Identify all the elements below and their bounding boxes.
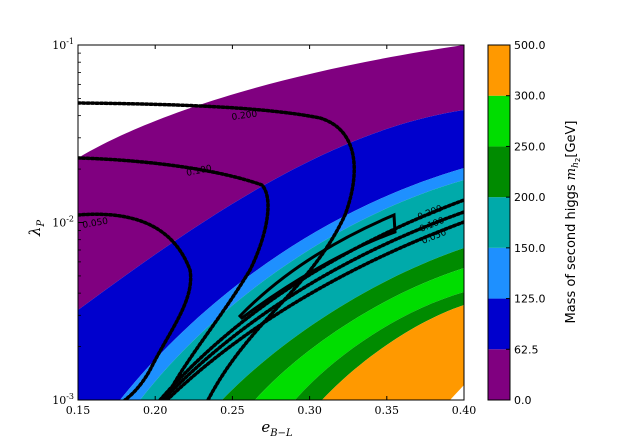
y-tick-label: 10-2 <box>52 215 74 230</box>
band-brightgreen <box>255 268 464 400</box>
contour-0100-right <box>161 210 464 400</box>
y-tick-label: 10-3 <box>52 392 74 407</box>
colorbar: 0.0 62.5 125.0 150.0 200.0 250.0 300.0 500.0 <box>487 39 546 407</box>
contour-0050-right <box>165 220 464 400</box>
band-purple <box>78 45 464 310</box>
colorbar-segment <box>488 349 510 400</box>
x-axis-label: eB−L <box>261 418 293 439</box>
colorbar-tick-label: 62.5 <box>514 343 539 356</box>
allowed-region-outline <box>237 212 397 320</box>
colorbar-tick-label: 200.0 <box>514 191 546 204</box>
colorbar-tick-label: 0.0 <box>514 394 532 407</box>
colorbar-tick-label: 500.0 <box>514 39 546 52</box>
colorbar-tick-label: 150.0 <box>514 242 546 255</box>
x-tick-label: 0.40 <box>452 404 477 417</box>
band-green <box>222 248 464 400</box>
contour-0050-left <box>78 212 193 400</box>
contour-0100-left <box>78 156 270 400</box>
colorbar-tick-label: 300.0 <box>514 90 546 103</box>
contour-lines <box>78 101 464 400</box>
colorbar-segment <box>488 247 510 299</box>
x-tick-label: 0.25 <box>220 404 245 417</box>
x-tick-label: 0.15 <box>66 404 91 417</box>
colorbar-segment <box>488 146 510 198</box>
colorbar-frame <box>487 44 511 401</box>
contour-label-left-0200: 0.200 <box>231 109 258 123</box>
colorbar-segment <box>488 298 510 350</box>
x-axis-ticks: 0.15 0.20 0.25 0.30 0.35 0.40 <box>66 45 477 417</box>
band-lightblue <box>120 168 464 400</box>
x-tick-label: 0.30 <box>297 404 322 417</box>
contour-label-left-0050: 0.050 <box>82 217 109 231</box>
colorbar-tick-label: 125.0 <box>514 293 546 306</box>
colorbar-segment <box>488 45 510 96</box>
colorbar-segment <box>488 95 510 147</box>
colorbar-tick-label: 250.0 <box>514 140 546 153</box>
band-orange <box>322 305 464 400</box>
x-tick-label: 0.20 <box>143 404 168 417</box>
x-tick-label: 0.35 <box>375 404 400 417</box>
contour-0200-right <box>158 198 464 400</box>
y-axis-label: λP <box>26 220 47 238</box>
y-tick-label: 10-1 <box>52 37 74 52</box>
band-green2 <box>295 292 464 400</box>
y-axis-ticks: 10-3 10-2 10-1 <box>52 37 84 407</box>
colorbar-label: Mass of second higgs mh2[GeV] <box>564 121 582 324</box>
colorbar-segment <box>488 197 510 248</box>
contour-0200-left <box>78 101 356 400</box>
